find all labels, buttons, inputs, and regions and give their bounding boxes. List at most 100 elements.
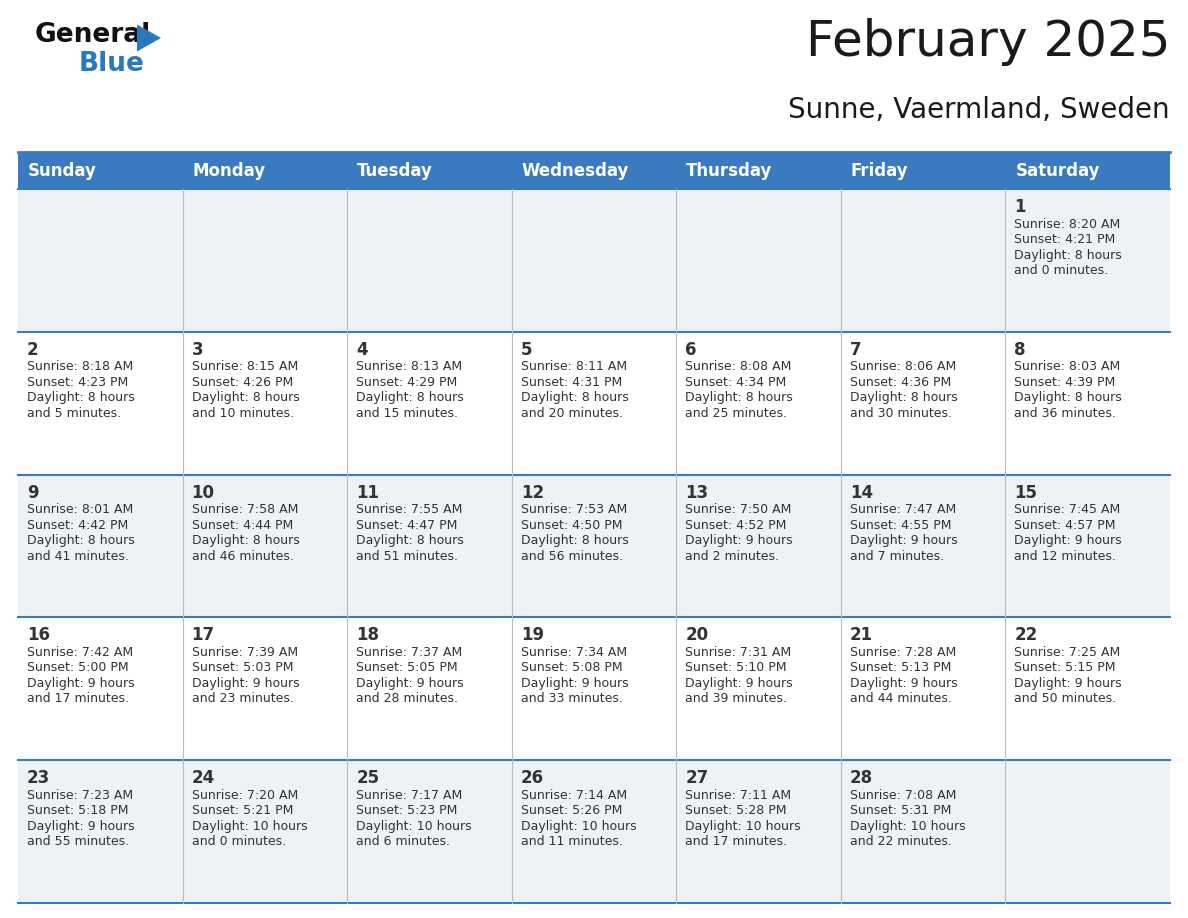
Text: 19: 19 xyxy=(520,626,544,644)
Text: General: General xyxy=(34,22,151,48)
Text: 26: 26 xyxy=(520,769,544,788)
Text: Sunset: 5:31 PM: Sunset: 5:31 PM xyxy=(849,804,952,817)
Text: Sunrise: 7:39 AM: Sunrise: 7:39 AM xyxy=(191,646,298,659)
Text: Daylight: 9 hours: Daylight: 9 hours xyxy=(1015,534,1121,547)
Text: and 46 minutes.: and 46 minutes. xyxy=(191,550,293,563)
Text: Sunset: 5:28 PM: Sunset: 5:28 PM xyxy=(685,804,786,817)
Text: Sunrise: 7:25 AM: Sunrise: 7:25 AM xyxy=(1015,646,1120,659)
Text: and 0 minutes.: and 0 minutes. xyxy=(191,835,285,848)
Text: Sunne, Vaermland, Sweden: Sunne, Vaermland, Sweden xyxy=(789,96,1170,124)
Text: Sunset: 4:36 PM: Sunset: 4:36 PM xyxy=(849,375,952,389)
Text: Sunrise: 8:06 AM: Sunrise: 8:06 AM xyxy=(849,360,956,374)
Text: Tuesday: Tuesday xyxy=(358,162,432,180)
Text: 24: 24 xyxy=(191,769,215,788)
Text: 28: 28 xyxy=(849,769,873,788)
Bar xyxy=(18,152,1170,189)
Text: and 51 minutes.: and 51 minutes. xyxy=(356,550,459,563)
Text: Sunset: 4:50 PM: Sunset: 4:50 PM xyxy=(520,519,623,532)
Text: and 15 minutes.: and 15 minutes. xyxy=(356,407,459,420)
Text: Sunset: 4:21 PM: Sunset: 4:21 PM xyxy=(1015,233,1116,246)
Bar xyxy=(18,475,1170,618)
Text: Sunrise: 8:15 AM: Sunrise: 8:15 AM xyxy=(191,360,298,374)
Text: 22: 22 xyxy=(1015,626,1037,644)
Text: Sunrise: 7:31 AM: Sunrise: 7:31 AM xyxy=(685,646,791,659)
Text: Sunset: 4:44 PM: Sunset: 4:44 PM xyxy=(191,519,292,532)
Text: Wednesday: Wednesday xyxy=(522,162,630,180)
Text: 4: 4 xyxy=(356,341,368,359)
Text: Daylight: 9 hours: Daylight: 9 hours xyxy=(191,677,299,690)
Text: Sunset: 4:42 PM: Sunset: 4:42 PM xyxy=(27,519,128,532)
Text: Daylight: 10 hours: Daylight: 10 hours xyxy=(356,820,472,833)
Text: Sunrise: 7:47 AM: Sunrise: 7:47 AM xyxy=(849,503,956,516)
Text: 14: 14 xyxy=(849,484,873,501)
Text: Sunset: 4:47 PM: Sunset: 4:47 PM xyxy=(356,519,457,532)
Text: and 12 minutes.: and 12 minutes. xyxy=(1015,550,1117,563)
Text: Sunset: 4:55 PM: Sunset: 4:55 PM xyxy=(849,519,952,532)
Text: and 55 minutes.: and 55 minutes. xyxy=(27,835,129,848)
Text: Saturday: Saturday xyxy=(1016,162,1100,180)
Text: Daylight: 8 hours: Daylight: 8 hours xyxy=(191,391,299,404)
Text: Sunrise: 8:13 AM: Sunrise: 8:13 AM xyxy=(356,360,462,374)
Text: February 2025: February 2025 xyxy=(805,18,1170,66)
Text: 13: 13 xyxy=(685,484,708,501)
Text: 18: 18 xyxy=(356,626,379,644)
Text: and 56 minutes.: and 56 minutes. xyxy=(520,550,623,563)
Text: Sunrise: 8:03 AM: Sunrise: 8:03 AM xyxy=(1015,360,1120,374)
Text: Sunrise: 7:37 AM: Sunrise: 7:37 AM xyxy=(356,646,462,659)
Text: Sunset: 4:29 PM: Sunset: 4:29 PM xyxy=(356,375,457,389)
Text: Sunset: 4:34 PM: Sunset: 4:34 PM xyxy=(685,375,786,389)
Text: and 30 minutes.: and 30 minutes. xyxy=(849,407,952,420)
Text: Blue: Blue xyxy=(78,51,145,77)
Text: Sunrise: 8:20 AM: Sunrise: 8:20 AM xyxy=(1015,218,1120,230)
Text: and 20 minutes.: and 20 minutes. xyxy=(520,407,623,420)
Text: Sunrise: 7:14 AM: Sunrise: 7:14 AM xyxy=(520,789,627,801)
Polygon shape xyxy=(137,25,162,51)
Text: Sunset: 4:26 PM: Sunset: 4:26 PM xyxy=(191,375,292,389)
Text: and 6 minutes.: and 6 minutes. xyxy=(356,835,450,848)
Text: Sunrise: 8:18 AM: Sunrise: 8:18 AM xyxy=(27,360,133,374)
Text: and 0 minutes.: and 0 minutes. xyxy=(1015,264,1108,277)
Text: and 17 minutes.: and 17 minutes. xyxy=(27,692,129,705)
Text: Sunset: 5:21 PM: Sunset: 5:21 PM xyxy=(191,804,293,817)
Text: 25: 25 xyxy=(356,769,379,788)
Text: 2: 2 xyxy=(27,341,39,359)
Text: Daylight: 9 hours: Daylight: 9 hours xyxy=(849,677,958,690)
Text: and 10 minutes.: and 10 minutes. xyxy=(191,407,293,420)
Text: Sunrise: 7:11 AM: Sunrise: 7:11 AM xyxy=(685,789,791,801)
Text: 1: 1 xyxy=(1015,198,1026,216)
Text: Daylight: 8 hours: Daylight: 8 hours xyxy=(191,534,299,547)
Text: Sunset: 5:08 PM: Sunset: 5:08 PM xyxy=(520,661,623,675)
Text: Daylight: 10 hours: Daylight: 10 hours xyxy=(685,820,801,833)
Text: Monday: Monday xyxy=(192,162,266,180)
Text: Sunrise: 7:53 AM: Sunrise: 7:53 AM xyxy=(520,503,627,516)
Text: Daylight: 10 hours: Daylight: 10 hours xyxy=(849,820,966,833)
Text: Daylight: 9 hours: Daylight: 9 hours xyxy=(27,820,134,833)
Text: and 50 minutes.: and 50 minutes. xyxy=(1015,692,1117,705)
Text: 5: 5 xyxy=(520,341,532,359)
Text: Daylight: 8 hours: Daylight: 8 hours xyxy=(849,391,958,404)
Text: Sunrise: 7:20 AM: Sunrise: 7:20 AM xyxy=(191,789,298,801)
Text: Sunset: 4:57 PM: Sunset: 4:57 PM xyxy=(1015,519,1116,532)
Text: Sunset: 5:26 PM: Sunset: 5:26 PM xyxy=(520,804,623,817)
Text: Daylight: 8 hours: Daylight: 8 hours xyxy=(356,391,463,404)
Text: Sunrise: 7:23 AM: Sunrise: 7:23 AM xyxy=(27,789,133,801)
Text: 12: 12 xyxy=(520,484,544,501)
Text: 20: 20 xyxy=(685,626,708,644)
Text: Sunrise: 7:42 AM: Sunrise: 7:42 AM xyxy=(27,646,133,659)
Text: and 36 minutes.: and 36 minutes. xyxy=(1015,407,1117,420)
Bar xyxy=(18,760,1170,903)
Text: Sunset: 5:15 PM: Sunset: 5:15 PM xyxy=(1015,661,1116,675)
Text: 10: 10 xyxy=(191,484,215,501)
Bar xyxy=(18,189,1170,331)
Text: Daylight: 9 hours: Daylight: 9 hours xyxy=(685,677,792,690)
Text: and 2 minutes.: and 2 minutes. xyxy=(685,550,779,563)
Text: Thursday: Thursday xyxy=(687,162,772,180)
Text: Daylight: 8 hours: Daylight: 8 hours xyxy=(356,534,463,547)
Text: Sunset: 5:13 PM: Sunset: 5:13 PM xyxy=(849,661,952,675)
Text: 3: 3 xyxy=(191,341,203,359)
Text: 23: 23 xyxy=(27,769,50,788)
Text: Daylight: 10 hours: Daylight: 10 hours xyxy=(191,820,308,833)
Text: 21: 21 xyxy=(849,626,873,644)
Text: 16: 16 xyxy=(27,626,50,644)
Text: Daylight: 8 hours: Daylight: 8 hours xyxy=(685,391,794,404)
